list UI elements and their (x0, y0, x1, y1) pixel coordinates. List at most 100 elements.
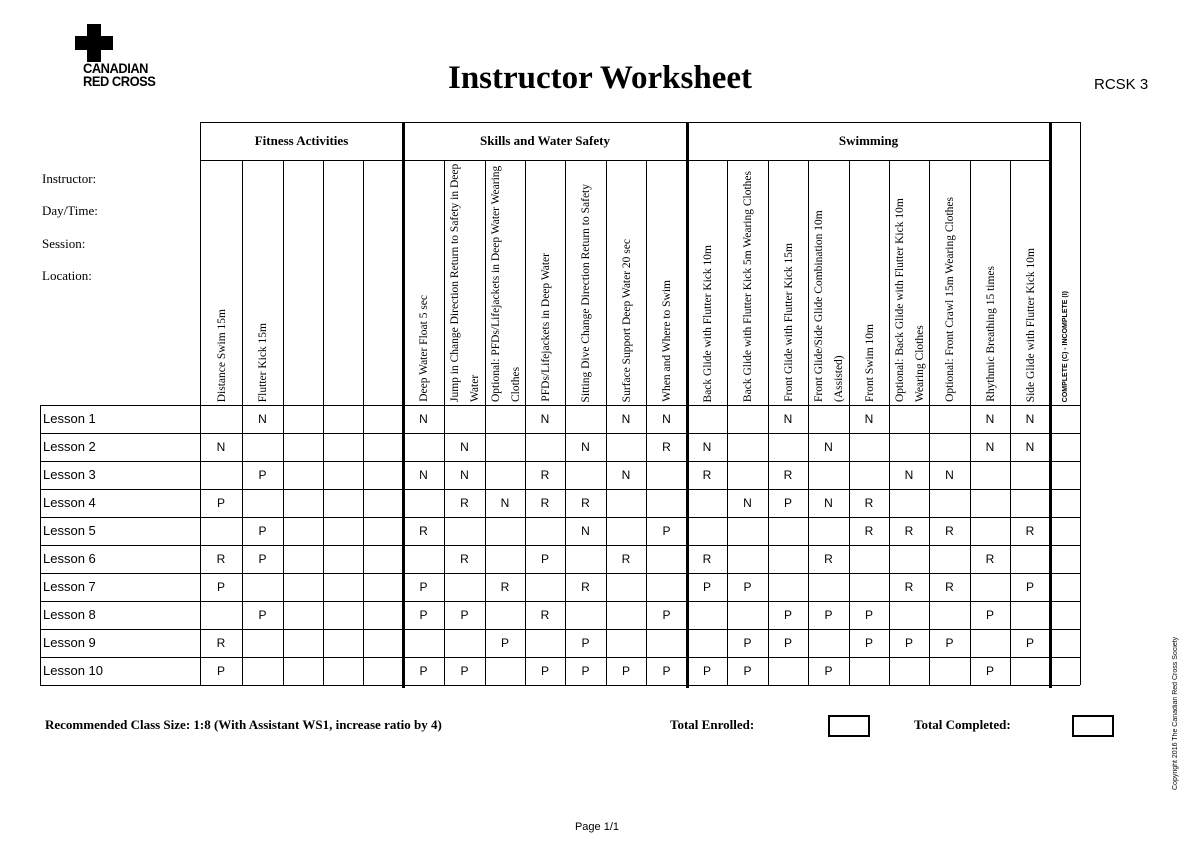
table-cell[interactable]: P (1025, 636, 1034, 650)
table-cell[interactable]: N (581, 440, 590, 454)
table-cell[interactable] (565, 461, 606, 489)
table-cell[interactable]: P (864, 608, 873, 622)
table-cell[interactable] (646, 629, 687, 657)
table-cell[interactable] (403, 545, 444, 573)
table-cell[interactable]: N (783, 412, 793, 426)
table-cell[interactable]: N (1025, 412, 1035, 426)
total-completed-box[interactable] (1072, 715, 1114, 737)
table-cell[interactable] (1050, 601, 1080, 629)
table-cell[interactable]: P (783, 636, 792, 650)
table-cell[interactable]: P (1025, 580, 1034, 594)
table-cell[interactable] (1050, 489, 1080, 517)
table-cell[interactable] (525, 517, 565, 545)
table-cell[interactable]: R (419, 524, 428, 538)
table-cell[interactable] (242, 629, 283, 657)
table-cell[interactable] (283, 461, 323, 489)
table-cell[interactable] (363, 489, 403, 517)
table-cell[interactable]: N (621, 468, 631, 482)
table-cell[interactable]: R (1025, 524, 1035, 538)
table-cell[interactable] (242, 657, 283, 685)
table-cell[interactable] (929, 601, 970, 629)
table-cell[interactable] (970, 573, 1010, 601)
table-cell[interactable]: R (540, 496, 550, 510)
table-cell[interactable] (646, 489, 687, 517)
table-cell[interactable]: P (824, 664, 833, 678)
table-cell[interactable]: R (904, 580, 914, 594)
table-cell[interactable]: R (216, 636, 226, 650)
table-cell[interactable] (970, 517, 1010, 545)
table-cell[interactable] (403, 629, 444, 657)
table-cell[interactable] (323, 517, 363, 545)
table-cell[interactable]: P (743, 580, 752, 594)
table-cell[interactable]: N (985, 412, 995, 426)
table-cell[interactable]: N (419, 468, 428, 482)
table-cell[interactable] (200, 517, 242, 545)
table-cell[interactable] (565, 405, 606, 433)
table-cell[interactable] (323, 601, 363, 629)
table-cell[interactable]: N (864, 412, 874, 426)
table-cell[interactable] (849, 433, 889, 461)
table-cell[interactable] (323, 629, 363, 657)
table-cell[interactable]: R (864, 524, 874, 538)
table-cell[interactable]: N (743, 496, 752, 510)
table-cell[interactable] (323, 657, 363, 685)
table-cell[interactable] (525, 433, 565, 461)
table-cell[interactable] (727, 461, 768, 489)
table-cell[interactable]: P (581, 664, 590, 678)
table-cell[interactable] (1050, 657, 1080, 685)
table-cell[interactable] (485, 545, 525, 573)
table-cell[interactable] (606, 517, 646, 545)
table-cell[interactable] (849, 461, 889, 489)
table-cell[interactable] (363, 657, 403, 685)
table-cell[interactable]: N (540, 412, 550, 426)
table-cell[interactable]: P (460, 608, 469, 622)
table-cell[interactable]: P (258, 468, 267, 482)
table-cell[interactable] (687, 405, 727, 433)
table-cell[interactable] (283, 405, 323, 433)
table-cell[interactable]: R (540, 468, 550, 482)
table-cell[interactable]: N (985, 440, 995, 454)
table-cell[interactable] (646, 461, 687, 489)
table-cell[interactable] (889, 489, 929, 517)
table-cell[interactable]: R (662, 440, 671, 454)
table-cell[interactable] (768, 573, 808, 601)
table-cell[interactable]: N (702, 440, 712, 454)
table-cell[interactable] (525, 629, 565, 657)
table-cell[interactable]: N (216, 440, 226, 454)
table-cell[interactable] (283, 489, 323, 517)
table-cell[interactable]: R (621, 552, 631, 566)
table-cell[interactable]: P (258, 552, 267, 566)
table-cell[interactable]: P (985, 608, 994, 622)
table-cell[interactable] (444, 629, 485, 657)
table-cell[interactable] (606, 489, 646, 517)
table-cell[interactable]: N (662, 412, 671, 426)
table-cell[interactable] (970, 461, 1010, 489)
total-enrolled-box[interactable] (828, 715, 870, 737)
table-cell[interactable]: P (743, 636, 752, 650)
table-cell[interactable] (444, 405, 485, 433)
table-cell[interactable] (403, 489, 444, 517)
table-cell[interactable] (1010, 657, 1050, 685)
table-cell[interactable] (929, 489, 970, 517)
table-cell[interactable]: N (824, 440, 833, 454)
table-cell[interactable] (323, 489, 363, 517)
table-cell[interactable] (606, 433, 646, 461)
table-cell[interactable]: P (662, 524, 671, 538)
table-cell[interactable]: R (702, 468, 712, 482)
table-cell[interactable] (929, 657, 970, 685)
table-cell[interactable] (606, 601, 646, 629)
table-cell[interactable] (283, 573, 323, 601)
table-cell[interactable] (687, 489, 727, 517)
table-cell[interactable]: P (783, 496, 792, 510)
table-cell[interactable] (687, 629, 727, 657)
table-cell[interactable] (283, 545, 323, 573)
table-cell[interactable]: P (540, 664, 549, 678)
table-cell[interactable]: R (581, 580, 590, 594)
table-cell[interactable]: P (216, 664, 225, 678)
table-cell[interactable]: P (419, 664, 428, 678)
table-cell[interactable] (485, 461, 525, 489)
table-cell[interactable] (889, 601, 929, 629)
table-cell[interactable] (970, 629, 1010, 657)
table-cell[interactable]: R (702, 552, 712, 566)
table-cell[interactable] (929, 433, 970, 461)
